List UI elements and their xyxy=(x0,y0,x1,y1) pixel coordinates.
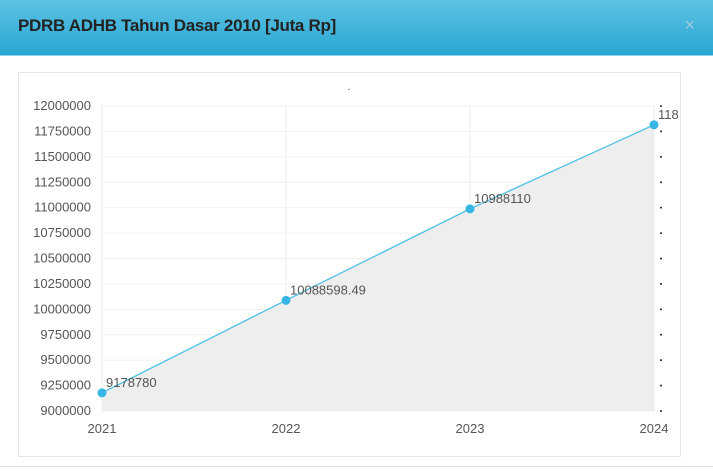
y-tick-label: 9500000 xyxy=(40,352,91,367)
x-tick-label: 2024 xyxy=(640,421,669,436)
y-tick-label: 11000000 xyxy=(34,200,91,215)
right-axis-tick xyxy=(660,410,662,412)
y-tick-label: 10000000 xyxy=(33,301,91,316)
data-label: 10988110 xyxy=(474,191,531,206)
x-tick-label: 2021 xyxy=(88,421,117,436)
right-axis-tick xyxy=(660,105,662,107)
y-tick-label: 11250000 xyxy=(34,174,91,189)
right-axis-tick xyxy=(660,206,662,209)
data-point xyxy=(97,388,107,398)
data-label: 9178780 xyxy=(106,375,157,390)
right-axis-tick xyxy=(660,282,662,285)
y-tick-label: 11750000 xyxy=(34,123,91,138)
right-axis-tick xyxy=(660,181,662,184)
modal-header: PDRB ADHB Tahun Dasar 2010 [Juta Rp] × xyxy=(0,0,713,56)
y-tick-label: 10250000 xyxy=(33,276,91,291)
data-point xyxy=(649,120,659,130)
y-tick-label: 9250000 xyxy=(40,378,91,393)
right-axis-tick xyxy=(660,308,662,311)
modal-title: PDRB ADHB Tahun Dasar 2010 [Juta Rp] xyxy=(18,16,336,35)
data-point xyxy=(465,204,475,214)
right-axis-tick xyxy=(660,384,662,387)
right-axis-tick xyxy=(660,359,662,362)
y-tick-label: 11500000 xyxy=(34,149,91,164)
y-tick-label: 12000000 xyxy=(33,98,91,113)
data-label: 10088598.49 xyxy=(290,282,366,297)
right-axis-tick xyxy=(660,232,662,235)
right-axis-tick xyxy=(660,155,662,158)
modal-divider xyxy=(0,466,713,467)
x-tick-label: 2022 xyxy=(272,421,301,436)
data-label: 118 xyxy=(658,107,679,122)
y-tick-label: 9750000 xyxy=(40,327,91,342)
y-tick-label: 10750000 xyxy=(33,225,91,240)
right-axis-tick xyxy=(660,130,662,133)
x-tick-label: 2023 xyxy=(456,421,485,436)
y-tick-label: 10500000 xyxy=(33,251,91,266)
chart-title: . xyxy=(348,82,351,93)
data-point xyxy=(281,295,291,305)
right-axis-tick xyxy=(660,333,662,336)
area-fill xyxy=(102,124,654,411)
right-axis-tick xyxy=(660,257,662,260)
close-icon[interactable]: × xyxy=(684,15,695,35)
y-tick-label: 9000000 xyxy=(40,403,91,418)
series-line xyxy=(101,124,655,394)
